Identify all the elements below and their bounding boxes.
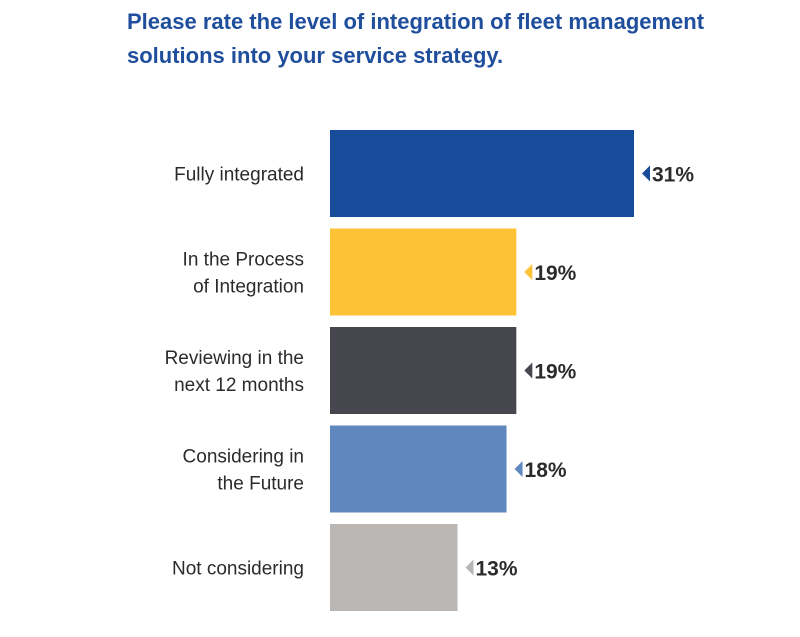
category-label-line: Considering in [183,447,304,468]
bar [330,327,517,414]
chart-title-line-2: solutions into your service strategy. [127,43,504,68]
category-label-line: Reviewing in the [165,348,304,369]
data-label: 19% [534,262,576,285]
value-pointer-icon [524,362,533,379]
category-label: In the Process of Integration [183,250,304,298]
category-label-line: Fully integrated [174,165,304,186]
chart-title: Please rate the level of integration of … [127,5,787,73]
category-label: Not considering [172,559,304,580]
value-pointer-icon [642,165,650,182]
data-label: 18% [525,459,567,482]
bar [330,228,517,316]
category-label-line: Not considering [172,559,304,580]
category-label: Reviewing in the next 12 months [165,348,304,396]
value-pointer-icon [465,559,474,576]
bar [330,524,458,611]
category-label-line: In the Process [183,250,304,271]
bar [330,425,507,513]
bar [330,130,634,217]
value-pointer-icon [524,264,533,280]
category-label-line: next 12 months [174,375,304,396]
chart-title-line-1: Please rate the level of integration of … [127,9,705,34]
category-label-line: the Future [217,474,304,495]
category-label-line: of Integration [193,277,304,298]
data-label: 31% [652,164,694,187]
value-pointer-icon [514,461,523,477]
category-label: Fully integrated [174,165,304,186]
data-label: 19% [534,361,576,384]
data-label: 13% [475,558,517,581]
category-label: Considering in the Future [183,447,304,495]
